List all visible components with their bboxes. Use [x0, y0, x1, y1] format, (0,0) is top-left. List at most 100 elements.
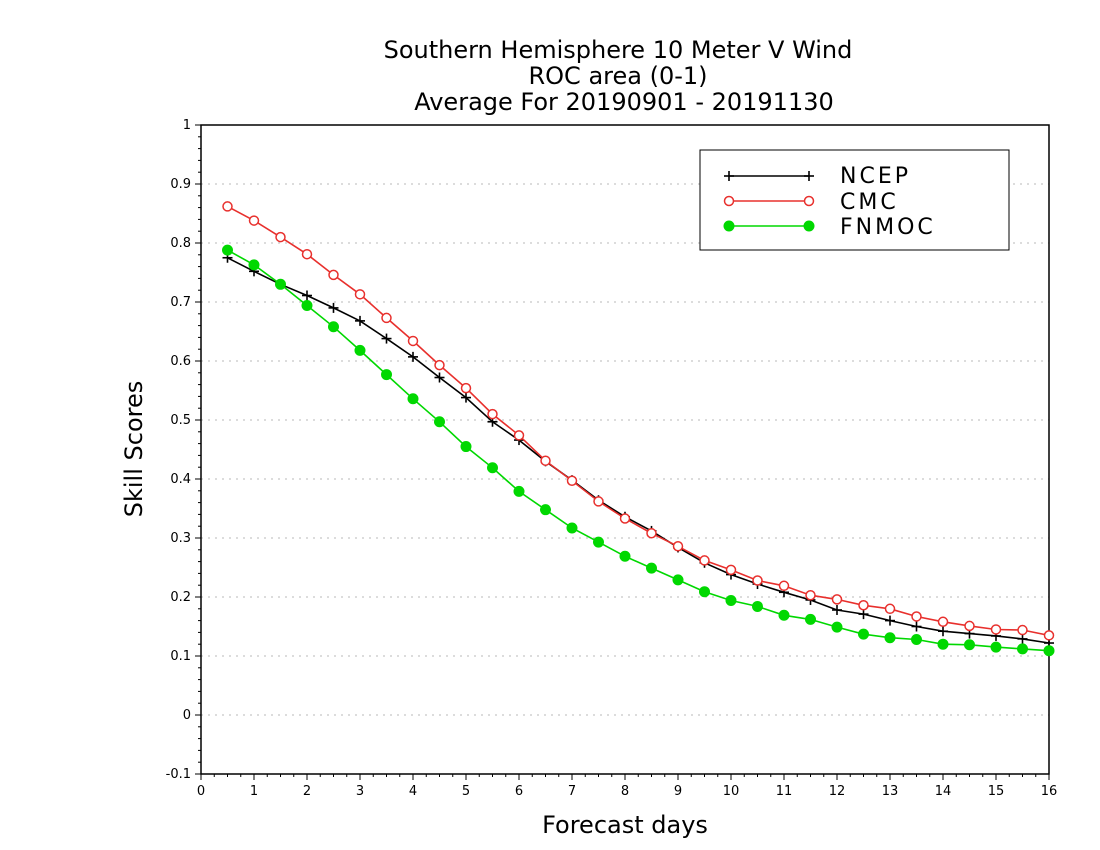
x-tick-label: 9: [674, 784, 682, 799]
y-tick-label: 0.1: [170, 649, 191, 664]
x-tick-label: 14: [935, 784, 952, 799]
data-point-fnmoc: [275, 278, 286, 290]
gridlines: [201, 183, 1049, 716]
data-point-fnmoc: [699, 586, 710, 598]
data-point-cmc: [222, 201, 233, 212]
data-point-cmc: [407, 335, 419, 347]
y-tick-label: 0.3: [170, 531, 191, 546]
legend-marker-cmc: [723, 195, 735, 207]
data-point-fnmoc: [301, 300, 313, 312]
chart-title-line-1: Southern Hemisphere 10 Meter V Wind: [384, 36, 853, 64]
data-point-ncep: [885, 615, 895, 626]
data-point-fnmoc: [990, 641, 1002, 653]
legend-marker-fnmoc: [803, 220, 815, 232]
data-point-cmc: [937, 616, 949, 628]
data-point-cmc: [301, 248, 313, 260]
legend-marker-ncep: [724, 171, 734, 181]
data-point-fnmoc: [672, 574, 684, 586]
data-point-ncep: [434, 372, 445, 383]
x-tick-label: 0: [197, 784, 205, 799]
x-tick-label: 2: [303, 784, 311, 799]
data-point-ncep: [911, 621, 922, 632]
legend-items: [723, 171, 815, 232]
data-point-fnmoc: [646, 562, 657, 574]
data-point-ncep: [1017, 633, 1028, 644]
data-point-fnmoc: [858, 628, 869, 640]
data-point-ncep: [461, 392, 471, 403]
x-tick-label: 3: [356, 784, 364, 799]
data-point-cmc: [328, 269, 339, 281]
data-point-cmc: [858, 600, 869, 611]
data-point-cmc: [275, 231, 286, 243]
data-point-cmc: [911, 611, 922, 622]
x-tick-labels: 0 1 2 3 4 5 6 7 8 9 10 11 12 13 14 15 16: [197, 784, 1057, 799]
x-tick-label: 7: [568, 784, 576, 799]
data-point-cmc: [593, 496, 604, 507]
data-point-cmc: [699, 555, 710, 566]
data-point-cmc: [460, 382, 472, 394]
data-point-fnmoc: [911, 633, 922, 645]
data-point-fnmoc: [1043, 645, 1055, 657]
data-point-cmc: [566, 475, 578, 487]
legend: NCEP CMC FNMOC: [699, 149, 1010, 251]
data-point-fnmoc: [566, 522, 578, 534]
data-point-cmc: [248, 215, 260, 226]
data-point-cmc: [672, 541, 684, 552]
data-point-ncep: [858, 609, 869, 620]
data-point-fnmoc: [407, 393, 419, 405]
data-point-ncep: [938, 626, 948, 637]
data-point-cmc: [540, 455, 551, 466]
data-point-cmc: [646, 528, 657, 539]
x-tick-label: 8: [621, 784, 629, 799]
y-tick-label: 0.9: [170, 177, 191, 192]
legend-marker-cmc: [803, 195, 815, 207]
y-tick-label: 0: [183, 708, 191, 723]
x-tick-label: 13: [882, 784, 899, 799]
x-tick-label: 1: [250, 784, 258, 799]
data-point-fnmoc: [248, 259, 260, 271]
legend-label-ncep: NCEP: [840, 164, 911, 189]
data-point-ncep: [355, 315, 365, 326]
y-tick-label: 0.8: [170, 236, 191, 251]
data-point-cmc: [434, 359, 445, 371]
series-line-cmc: [227, 205, 1050, 637]
series-cmc: [222, 201, 1055, 641]
data-point-fnmoc: [752, 600, 763, 612]
data-point-fnmoc: [328, 321, 339, 333]
data-point-cmc: [354, 289, 366, 300]
x-tick-label: 6: [515, 784, 523, 799]
data-point-fnmoc: [805, 613, 816, 625]
data-point-fnmoc: [964, 639, 975, 651]
x-tick-label: 5: [462, 784, 470, 799]
legend-marker-fnmoc: [723, 220, 735, 232]
data-point-cmc: [725, 564, 737, 576]
data-point-ncep: [408, 351, 418, 362]
legend-box: [699, 149, 1010, 251]
legend-label-cmc: CMC: [840, 190, 899, 215]
data-point-cmc: [752, 575, 763, 586]
legend-marker-ncep: [804, 171, 814, 181]
y-axis-label: Skill Scores: [120, 381, 148, 518]
data-point-cmc: [778, 580, 790, 592]
data-point-fnmoc: [434, 416, 445, 428]
data-point-fnmoc: [937, 638, 949, 650]
data-point-fnmoc: [513, 485, 525, 497]
legend-label-fnmoc: FNMOC: [840, 215, 936, 240]
y-tick-label: 0.2: [170, 590, 191, 605]
axis-ticks: [195, 124, 1050, 780]
data-point-fnmoc: [884, 632, 896, 644]
series-ncep: [222, 252, 1054, 649]
y-tick-label: 0.5: [170, 413, 191, 428]
y-tick-label: 0.7: [170, 295, 191, 310]
data-point-cmc: [831, 594, 843, 605]
data-point-ncep: [328, 302, 339, 313]
data-point-fnmoc: [460, 441, 472, 453]
y-tick-labels: -0.1 0 0.1 0.2 0.3 0.4 0.5 0.6 0.7 0.8 0.9 1: [166, 118, 191, 782]
data-point-fnmoc: [487, 462, 498, 474]
series-fnmoc: [222, 244, 1055, 657]
data-point-fnmoc: [725, 595, 737, 607]
series-layer: [222, 201, 1055, 657]
series-line-fnmoc: [227, 249, 1050, 652]
data-point-ncep: [832, 604, 842, 615]
